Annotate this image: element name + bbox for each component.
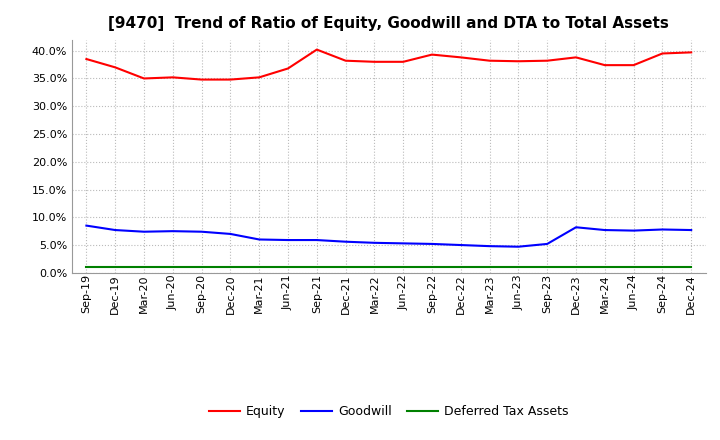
Goodwill bbox=[255, 237, 264, 242]
Goodwill bbox=[658, 227, 667, 232]
Goodwill bbox=[82, 223, 91, 228]
Equity bbox=[658, 51, 667, 56]
Deferred Tax Assets bbox=[399, 264, 408, 270]
Deferred Tax Assets bbox=[312, 264, 321, 270]
Legend: Equity, Goodwill, Deferred Tax Assets: Equity, Goodwill, Deferred Tax Assets bbox=[204, 400, 574, 423]
Goodwill bbox=[428, 241, 436, 246]
Goodwill bbox=[629, 228, 638, 233]
Equity bbox=[485, 58, 494, 63]
Deferred Tax Assets bbox=[658, 264, 667, 270]
Deferred Tax Assets bbox=[255, 264, 264, 270]
Goodwill bbox=[226, 231, 235, 237]
Title: [9470]  Trend of Ratio of Equity, Goodwill and DTA to Total Assets: [9470] Trend of Ratio of Equity, Goodwil… bbox=[109, 16, 669, 32]
Goodwill bbox=[370, 240, 379, 246]
Deferred Tax Assets bbox=[456, 264, 465, 270]
Goodwill bbox=[284, 238, 292, 243]
Deferred Tax Assets bbox=[370, 264, 379, 270]
Equity bbox=[572, 55, 580, 60]
Deferred Tax Assets bbox=[168, 264, 177, 270]
Goodwill bbox=[514, 244, 523, 249]
Equity bbox=[197, 77, 206, 82]
Deferred Tax Assets bbox=[140, 264, 148, 270]
Equity bbox=[543, 58, 552, 63]
Deferred Tax Assets bbox=[428, 264, 436, 270]
Goodwill bbox=[168, 228, 177, 234]
Equity bbox=[82, 56, 91, 62]
Deferred Tax Assets bbox=[111, 264, 120, 270]
Equity bbox=[284, 66, 292, 71]
Goodwill bbox=[456, 242, 465, 248]
Equity bbox=[168, 75, 177, 80]
Deferred Tax Assets bbox=[543, 264, 552, 270]
Deferred Tax Assets bbox=[226, 264, 235, 270]
Equity bbox=[255, 75, 264, 80]
Deferred Tax Assets bbox=[629, 264, 638, 270]
Equity bbox=[370, 59, 379, 64]
Equity bbox=[456, 55, 465, 60]
Deferred Tax Assets bbox=[600, 264, 609, 270]
Equity bbox=[312, 47, 321, 52]
Equity bbox=[111, 65, 120, 70]
Equity bbox=[629, 62, 638, 68]
Deferred Tax Assets bbox=[514, 264, 523, 270]
Goodwill bbox=[341, 239, 350, 244]
Goodwill bbox=[140, 229, 148, 235]
Goodwill bbox=[485, 243, 494, 249]
Equity bbox=[140, 76, 148, 81]
Goodwill bbox=[111, 227, 120, 233]
Deferred Tax Assets bbox=[687, 264, 696, 270]
Line: Goodwill: Goodwill bbox=[86, 226, 691, 247]
Equity bbox=[687, 50, 696, 55]
Goodwill bbox=[600, 227, 609, 233]
Deferred Tax Assets bbox=[341, 264, 350, 270]
Goodwill bbox=[687, 227, 696, 233]
Deferred Tax Assets bbox=[82, 264, 91, 270]
Deferred Tax Assets bbox=[197, 264, 206, 270]
Goodwill bbox=[572, 225, 580, 230]
Deferred Tax Assets bbox=[485, 264, 494, 270]
Deferred Tax Assets bbox=[284, 264, 292, 270]
Equity bbox=[226, 77, 235, 82]
Goodwill bbox=[543, 241, 552, 246]
Equity bbox=[399, 59, 408, 64]
Line: Equity: Equity bbox=[86, 50, 691, 80]
Equity bbox=[600, 62, 609, 68]
Equity bbox=[514, 59, 523, 64]
Goodwill bbox=[312, 238, 321, 243]
Goodwill bbox=[197, 229, 206, 235]
Equity bbox=[341, 58, 350, 63]
Equity bbox=[428, 52, 436, 57]
Goodwill bbox=[399, 241, 408, 246]
Deferred Tax Assets bbox=[572, 264, 580, 270]
